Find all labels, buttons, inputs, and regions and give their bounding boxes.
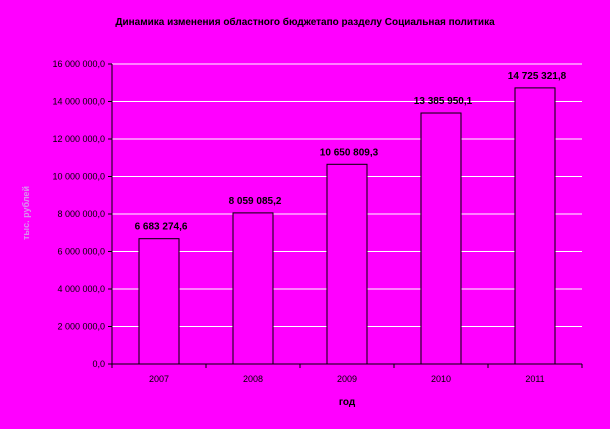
y-tick-label: 6 000 000,0 <box>57 247 105 257</box>
y-tick-labels: 0,0 2 000 000,0 4 000 000,0 6 000 000,0 8 00… <box>52 59 105 369</box>
y-tick-label: 16 000 000,0 <box>52 59 105 69</box>
x-tick-label: 2007 <box>149 374 169 384</box>
x-tick-labels: 2007 2008 2009 2010 2011 <box>149 374 545 384</box>
bars <box>138 87 556 365</box>
x-tick-label: 2010 <box>431 374 451 384</box>
x-tick-label: 2009 <box>337 374 357 384</box>
y-tick-label: 8 000 000,0 <box>57 209 105 219</box>
y-tick-label: 12 000 000,0 <box>52 134 105 144</box>
data-label-2008: 8 059 085,2 <box>229 196 282 207</box>
x-tick-label: 2011 <box>525 374 544 384</box>
bar-2010 <box>420 112 462 365</box>
data-label-2007: 6 683 274,6 <box>135 222 188 233</box>
bar-2011 <box>514 87 556 365</box>
bar-2009 <box>326 163 368 365</box>
chart-title: Динамика изменения областного бюджетапо … <box>115 16 495 28</box>
data-labels: 6 683 274,6 8 059 085,2 10 650 809,3 13 385… <box>135 71 567 233</box>
y-tick-label: 2 000 000,0 <box>57 322 105 332</box>
bar-2008 <box>232 212 274 365</box>
data-label-2011: 14 725 321,8 <box>508 71 567 82</box>
data-label-2009: 10 650 809,3 <box>320 147 379 158</box>
x-axis-title: год <box>339 397 356 408</box>
data-label-2010: 13 385 950,1 <box>414 96 473 107</box>
y-axis-title: тыс. рублей <box>21 186 31 240</box>
axes <box>108 63 583 368</box>
x-tick-label: 2008 <box>243 374 263 384</box>
y-tick-label: 10 000 000,0 <box>52 172 105 182</box>
y-tick-label: 0,0 <box>92 359 105 369</box>
bar-2007 <box>138 238 180 365</box>
y-tick-label: 14 000 000,0 <box>52 97 105 107</box>
y-tick-label: 4 000 000,0 <box>57 284 105 294</box>
